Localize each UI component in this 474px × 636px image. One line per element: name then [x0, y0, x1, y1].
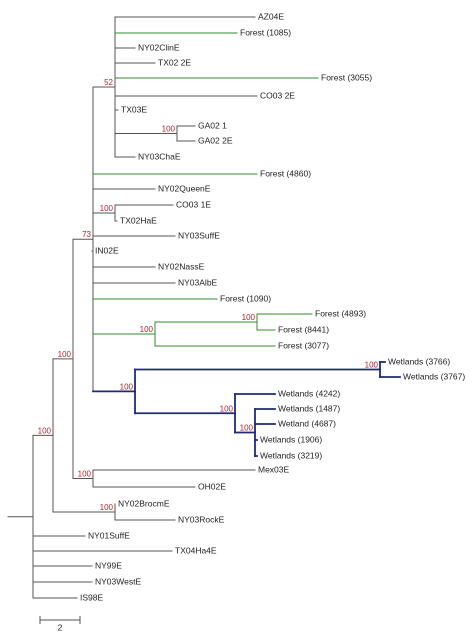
scale-bar: 2 — [39, 616, 81, 632]
leaf-label: Wetlands (1906) — [260, 434, 322, 444]
support-value: 100 — [100, 503, 114, 512]
leaf-label: NY02ClinE — [138, 42, 180, 52]
leaf-label: IS98E — [80, 592, 103, 602]
leaf-label: NY03SuffE — [178, 230, 220, 240]
leaf-label: Wetland (4687) — [278, 418, 336, 428]
leaf-label: NY02NassE — [158, 261, 205, 271]
support-value: 100 — [240, 424, 254, 433]
leaf-label: Forest (4893) — [315, 308, 366, 318]
leaf-label: Forest (1090) — [220, 293, 271, 303]
scale-bar-label: 2 — [58, 622, 63, 632]
leaf-label: NY03WestE — [95, 576, 141, 586]
leaf-label: GA02 1 — [198, 120, 227, 130]
leaf-label: Wetlands (3766) — [388, 356, 450, 366]
leaf-label: TX03E — [121, 104, 147, 114]
leaf-label: Wetlands (3767) — [403, 371, 465, 381]
support-value: 100 — [58, 350, 72, 359]
leaf-label: Mex03E — [258, 464, 290, 474]
leaf-label: NY02QueenE — [158, 183, 211, 193]
leaf-label: Forest (3077) — [278, 340, 329, 350]
support-value: 100 — [120, 382, 134, 391]
leaf-label: TX02HaE — [120, 215, 157, 225]
leaf-label: NY03ChaE — [138, 151, 181, 161]
support-value: 100 — [100, 204, 114, 213]
leaf-label: Wetlands (3219) — [260, 450, 322, 460]
support-value: 100 — [162, 125, 176, 134]
leaf-label: CO03 2E — [260, 90, 295, 100]
tree-branches — [7, 16, 401, 599]
leaf-label: Wetlands (1487) — [278, 403, 340, 413]
leaf-label: NY02BrocmE — [118, 498, 170, 508]
support-value: 100 — [78, 470, 92, 479]
support-value: 52 — [104, 78, 113, 87]
leaf-label: Forest (4860) — [260, 168, 311, 178]
support-value: 100 — [38, 426, 52, 435]
leaf-label: OH02E — [198, 481, 226, 491]
leaf-label: IN02E — [95, 245, 119, 255]
leaf-labels: AZ04E Forest (1085) NY02ClinE TX02 2E Forest… — [80, 11, 465, 602]
leaf-label: Forest (8441) — [278, 324, 329, 334]
support-value: 100 — [365, 361, 379, 370]
leaf-label: CO03 1E — [176, 199, 211, 209]
support-value: 73 — [82, 230, 91, 239]
leaf-label: Forest (1085) — [240, 27, 291, 37]
support-value: 100 — [140, 325, 154, 334]
leaf-label: TX02 2E — [158, 57, 191, 67]
leaf-label: NY03RockE — [178, 514, 225, 524]
leaf-label: NY99E — [95, 560, 122, 570]
leaf-label: NY03AlbE — [178, 277, 218, 287]
leaf-label: Wetlands (4242) — [278, 388, 340, 398]
leaf-label: GA02 2E — [198, 135, 233, 145]
leaf-label: NY01SuffE — [88, 530, 130, 540]
leaf-label: TX04Ha4E — [175, 545, 217, 555]
leaf-label: AZ04E — [258, 11, 284, 21]
support-values: 100 52 100 100 100 100 100 100 100 73 100 100 100 100 — [38, 78, 379, 512]
support-value: 100 — [242, 313, 256, 322]
support-value: 100 — [220, 404, 234, 413]
leaf-label: Forest (3055) — [321, 72, 372, 82]
